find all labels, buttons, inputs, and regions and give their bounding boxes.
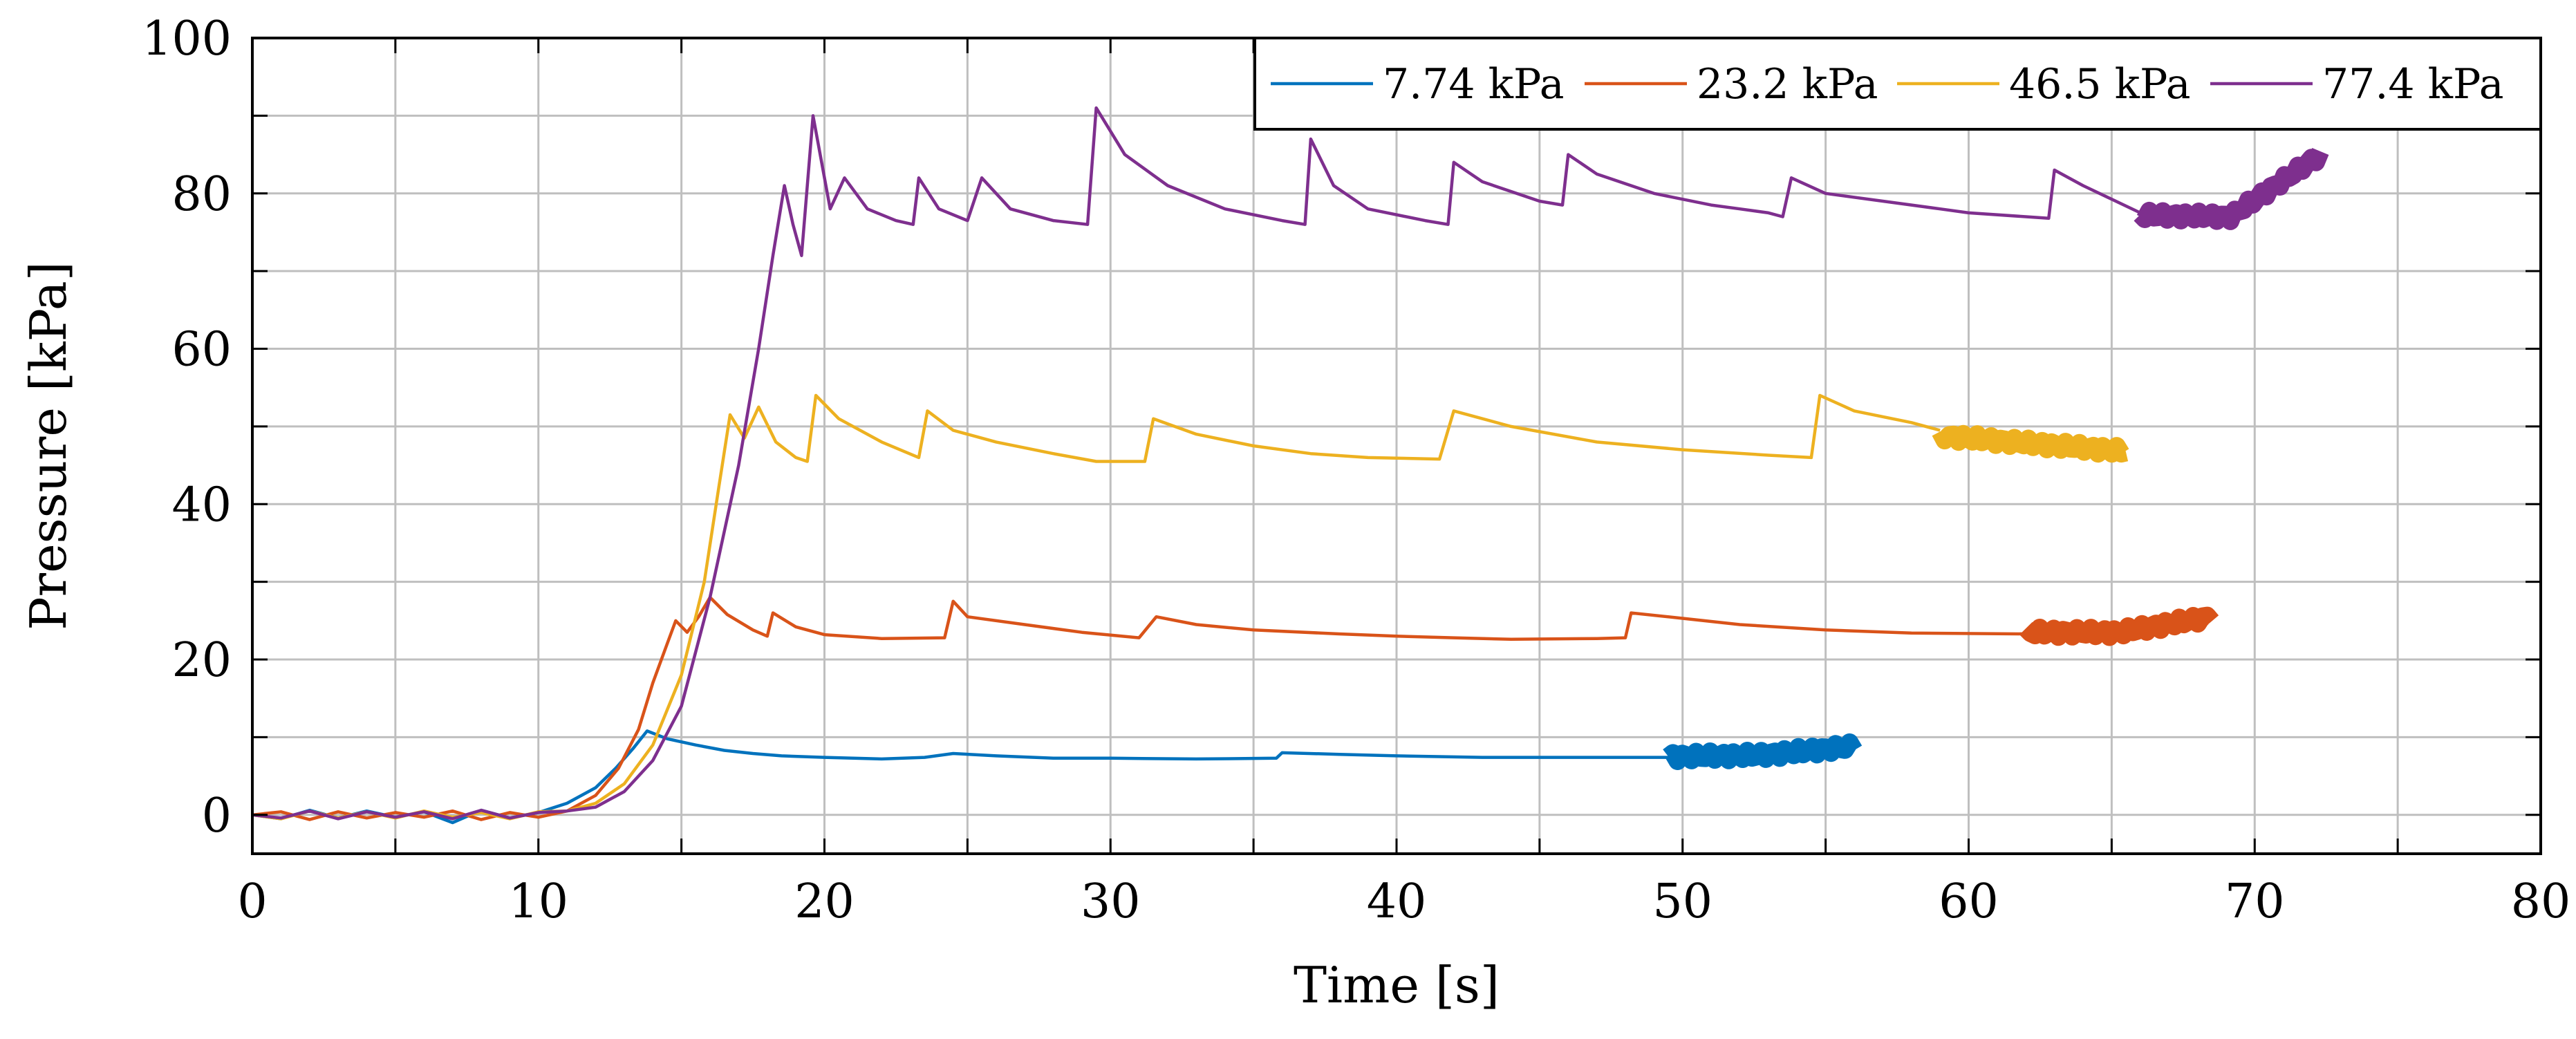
x-tick-label: 30 xyxy=(1081,874,1141,929)
series-23-2-kpa xyxy=(252,595,2219,821)
series-line xyxy=(252,393,1941,821)
x-tick-label: 20 xyxy=(794,874,855,929)
y-tick-label: 60 xyxy=(171,323,232,377)
series-46-5-kpa xyxy=(252,393,2131,821)
legend: 7.74 kPa 23.2 kPa 46.5 kPa 77.4 kPa xyxy=(1253,37,2542,131)
x-tick-label: 40 xyxy=(1367,874,1427,929)
legend-label: 23.2 kPa xyxy=(1697,60,1878,109)
y-tick-label: 100 xyxy=(142,12,232,66)
x-tick-label: 50 xyxy=(1652,874,1712,929)
x-axis-title: Time [s] xyxy=(1294,956,1500,1014)
legend-label: 77.4 kPa xyxy=(2322,60,2503,109)
y-axis-title: Pressure [kPa] xyxy=(19,261,77,630)
x-tick-label: 80 xyxy=(2511,874,2571,929)
series-end-band xyxy=(1932,424,2131,463)
y-tick-label: 80 xyxy=(171,167,232,222)
series-77-4-kpa xyxy=(252,106,2329,821)
x-tick-label: 60 xyxy=(1939,874,1999,929)
series-end-band xyxy=(2134,148,2329,230)
legend-label: 46.5 kPa xyxy=(2009,60,2190,109)
y-tick-label: 40 xyxy=(171,478,232,532)
x-tick-label: 70 xyxy=(2225,874,2285,929)
x-tick-label: 0 xyxy=(237,874,267,929)
y-tick-label: 0 xyxy=(202,789,232,843)
legend-label: 7.74 kPa xyxy=(1383,60,1564,109)
series-end-band xyxy=(1663,733,1863,770)
series-7-74-kpa xyxy=(252,729,1863,825)
x-tick-label: 10 xyxy=(508,874,568,929)
tick-labels: 0 10 20 30 40 50 60 70 80 0 20 40 60 80 100 xyxy=(142,12,2570,929)
grid xyxy=(251,37,2542,854)
series-end-band xyxy=(2019,606,2219,646)
y-tick-label: 20 xyxy=(171,633,232,688)
series-line xyxy=(252,595,2026,821)
series-line xyxy=(252,106,2141,821)
series-line xyxy=(252,729,1669,825)
series-group xyxy=(252,106,2329,825)
